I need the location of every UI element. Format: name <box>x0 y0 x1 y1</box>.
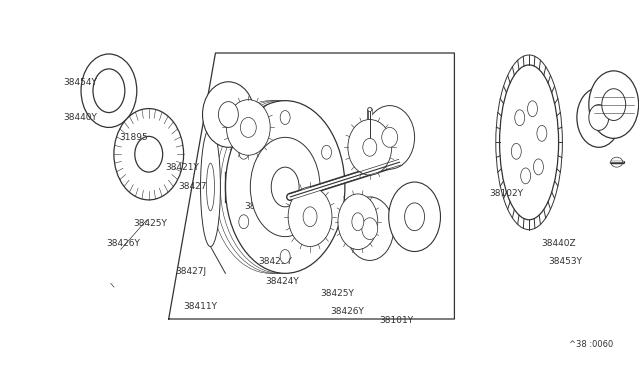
Ellipse shape <box>589 71 639 138</box>
Ellipse shape <box>508 88 550 197</box>
Text: 38423Y: 38423Y <box>244 202 278 211</box>
Text: 38453Y: 38453Y <box>548 257 582 266</box>
Text: 38426Y: 38426Y <box>106 239 140 248</box>
Ellipse shape <box>93 69 125 113</box>
Ellipse shape <box>280 110 290 125</box>
Ellipse shape <box>271 167 299 207</box>
Ellipse shape <box>207 163 214 211</box>
Text: 38425Y: 38425Y <box>320 289 354 298</box>
Ellipse shape <box>368 143 372 147</box>
Ellipse shape <box>227 100 270 155</box>
Ellipse shape <box>321 145 332 159</box>
Ellipse shape <box>363 138 377 156</box>
Ellipse shape <box>534 159 543 175</box>
Ellipse shape <box>239 145 249 159</box>
Ellipse shape <box>521 168 531 184</box>
Text: 38427J: 38427J <box>175 267 207 276</box>
Ellipse shape <box>602 89 626 121</box>
Text: 38424Y: 38424Y <box>265 277 299 286</box>
Ellipse shape <box>365 106 415 169</box>
Ellipse shape <box>250 137 320 237</box>
Ellipse shape <box>511 143 521 159</box>
Text: 38102Y: 38102Y <box>489 189 524 198</box>
Ellipse shape <box>241 118 256 137</box>
Ellipse shape <box>321 215 332 229</box>
Ellipse shape <box>589 105 609 131</box>
Text: 31895: 31895 <box>119 133 148 142</box>
Ellipse shape <box>368 108 372 112</box>
Ellipse shape <box>218 102 238 128</box>
Text: 38427Y: 38427Y <box>179 183 212 192</box>
Ellipse shape <box>338 194 378 250</box>
Ellipse shape <box>202 82 254 147</box>
Ellipse shape <box>352 213 364 231</box>
Ellipse shape <box>381 128 397 147</box>
Ellipse shape <box>81 54 137 128</box>
Text: 38425Y: 38425Y <box>133 219 166 228</box>
Ellipse shape <box>200 128 220 247</box>
Ellipse shape <box>362 218 378 240</box>
Ellipse shape <box>225 101 345 273</box>
Ellipse shape <box>388 182 440 251</box>
Text: 38101Y: 38101Y <box>380 317 414 326</box>
Ellipse shape <box>527 101 538 117</box>
Ellipse shape <box>348 119 392 175</box>
Ellipse shape <box>515 110 525 126</box>
Ellipse shape <box>135 137 163 172</box>
Ellipse shape <box>537 125 547 141</box>
Text: ^38 :0060: ^38 :0060 <box>570 340 614 349</box>
Ellipse shape <box>239 215 249 229</box>
Text: 38424Y: 38424Y <box>254 183 288 192</box>
Text: 38426Y: 38426Y <box>330 307 364 315</box>
Text: 38440Y: 38440Y <box>63 113 97 122</box>
Text: 38411Y: 38411Y <box>184 302 218 311</box>
Ellipse shape <box>346 197 394 260</box>
Ellipse shape <box>114 109 184 200</box>
Ellipse shape <box>288 187 332 247</box>
Ellipse shape <box>577 88 621 147</box>
Ellipse shape <box>280 250 290 263</box>
Ellipse shape <box>404 203 424 231</box>
Text: 38421Y: 38421Y <box>166 163 200 171</box>
Text: 38454Y: 38454Y <box>63 78 97 87</box>
Ellipse shape <box>303 207 317 227</box>
Text: 38423Y: 38423Y <box>259 257 292 266</box>
Text: 38440Z: 38440Z <box>541 239 575 248</box>
Ellipse shape <box>500 65 559 220</box>
